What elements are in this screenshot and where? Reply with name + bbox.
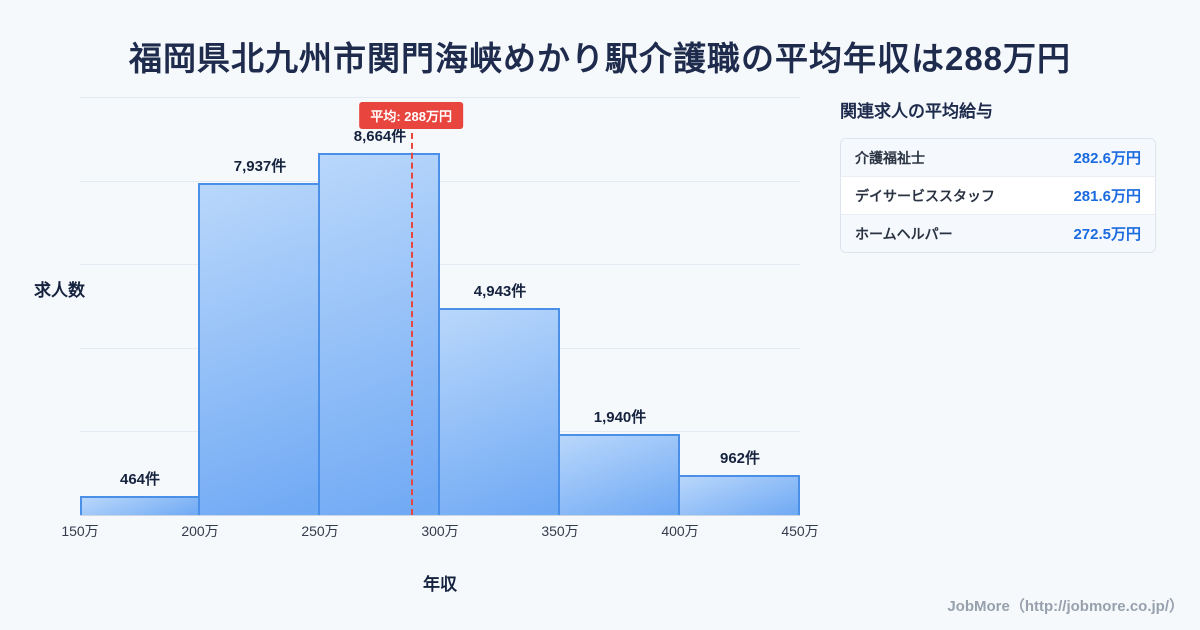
- bar-200万-250万: [198, 183, 320, 515]
- gridline: [80, 180, 800, 182]
- average-line: [411, 133, 414, 515]
- x-tick: 300万: [421, 523, 459, 539]
- jobmore-credit: JobMore（http://jobmore.co.jp/）: [947, 598, 1184, 615]
- job-salary: 282.6万円: [1073, 150, 1141, 167]
- plot-area: 464件 7,937件 8,664件 4,943件 1,940件 962件 平均: 288万…: [80, 97, 800, 516]
- bar-value-label: 8,664件: [353, 127, 407, 145]
- gridline: [80, 264, 800, 266]
- bar-400万-450万: [678, 474, 800, 515]
- gridline: [80, 515, 800, 516]
- job-title: デイサービススタッフ: [855, 187, 995, 204]
- job-title: ホームヘルパー: [855, 225, 953, 242]
- x-tick: 450万: [781, 523, 819, 539]
- bar-250万-300万: [318, 152, 440, 515]
- x-tick: 400万: [661, 523, 699, 539]
- bar-value-label: 7,937件: [233, 158, 287, 176]
- bar-value-label: 464件: [119, 470, 161, 488]
- related-jobs-heading: 関連求人の平均給与: [840, 102, 993, 121]
- x-tick: 250万: [301, 523, 339, 539]
- bar-350万-400万: [558, 433, 680, 515]
- average-badge: 平均: 288万円: [359, 102, 464, 129]
- x-tick: 350万: [541, 523, 579, 539]
- y-axis-label: 求人数: [34, 281, 85, 300]
- job-salary: 281.6万円: [1073, 188, 1141, 205]
- bar-value-label: 1,940件: [593, 408, 647, 426]
- page-title: 福岡県北九州市関門海峡めかり駅介護職の平均年収は288万円: [128, 40, 1072, 77]
- x-tick: 200万: [181, 523, 219, 539]
- bar-value-label: 962件: [719, 449, 761, 467]
- gridline: [80, 97, 800, 98]
- related-job-row: 介護福祉士 282.6万円: [841, 139, 1155, 176]
- related-job-row: デイサービススタッフ 281.6万円: [841, 176, 1155, 214]
- x-axis-ticks: 150万 200万 250万 300万 350万 400万 450万: [61, 521, 818, 541]
- related-jobs-card: 介護福祉士 282.6万円 デイサービススタッフ 281.6万円 ホームヘルパー…: [840, 138, 1156, 253]
- job-title: 介護福祉士: [855, 149, 925, 166]
- job-salary: 272.5万円: [1073, 226, 1141, 243]
- bar-value-label: 4,943件: [473, 283, 527, 301]
- related-job-row: ホームヘルパー 272.5万円: [841, 214, 1155, 252]
- x-tick: 150万: [61, 523, 99, 539]
- bar-300万-350万: [438, 308, 560, 515]
- x-axis-label: 年収: [423, 575, 457, 594]
- bar-150万-200万: [80, 495, 200, 515]
